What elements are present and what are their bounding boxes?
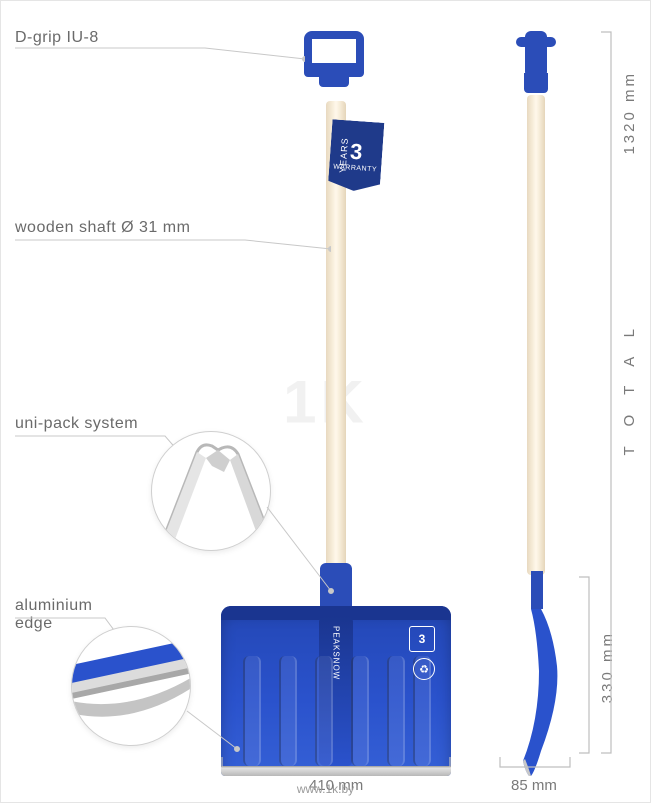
blade-brand-text: PEAKSNOW [332,626,341,680]
tag-number: 3 [349,140,363,163]
recycle-icon: ♻ [413,658,435,680]
wooden-shaft-side [527,95,545,575]
blade-warranty-badge: 3 [409,626,435,652]
callout-shaft-label: wooden shaft Ø 31 mm [15,219,190,237]
blade-front: PEAKSNOW 3 ♻ [221,606,451,776]
callout-unipack-label: uni-pack system [15,415,138,433]
dim-width-side: 85 mm [511,777,557,794]
callout-edge-line2 [183,707,243,757]
dim-total-height-value: 1320 mm [621,71,638,155]
dim-blade-height-bracket [579,576,599,754]
warranty-tag: 3 YEARS WARRANTY [328,119,385,192]
callout-unipack-line2 [261,501,341,601]
shovel-front-view: 3 YEARS WARRANTY PEAKSNOW 3 ♻ [221,31,451,771]
footer-url: www.1k.by [297,782,354,796]
d-grip-front [304,31,368,95]
edge-detail-circle [71,626,191,746]
blade-side-profile [505,571,567,776]
callout-grip-line [15,45,305,65]
dim-total-height-bracket [601,31,621,754]
shovel-side-view [501,31,571,771]
d-grip-side [515,31,557,89]
unipack-detail-circle [151,431,271,551]
dim-total-height-label: T O T A L [621,321,638,456]
callout-shaft-line [15,237,331,257]
